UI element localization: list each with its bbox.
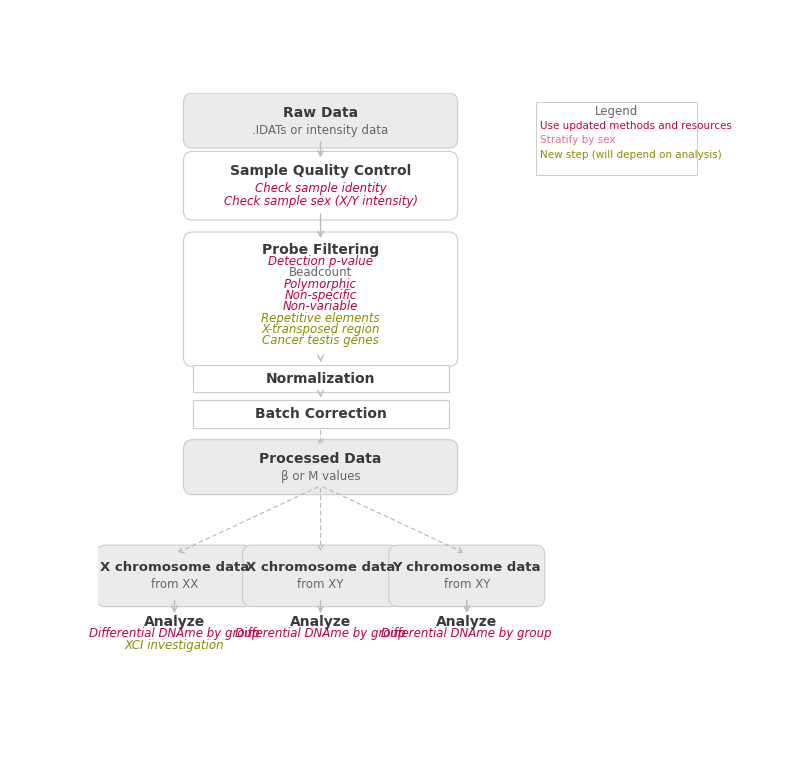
Text: New step (will depend on analysis): New step (will depend on analysis) xyxy=(540,150,722,160)
Text: Analyze: Analyze xyxy=(436,615,498,629)
Text: .IDATs or intensity data: .IDATs or intensity data xyxy=(252,123,389,137)
Text: Differential DNAme by group: Differential DNAme by group xyxy=(89,627,259,640)
FancyBboxPatch shape xyxy=(389,546,545,607)
Text: Polymorphic: Polymorphic xyxy=(284,278,357,290)
Text: Check sample identity: Check sample identity xyxy=(255,182,387,195)
Text: from XX: from XX xyxy=(151,578,198,591)
Text: Differential DNAme by group: Differential DNAme by group xyxy=(381,627,552,640)
Text: Sample Quality Control: Sample Quality Control xyxy=(230,165,411,178)
Text: Use updated methods and resources: Use updated methods and resources xyxy=(540,121,732,131)
FancyBboxPatch shape xyxy=(243,546,399,607)
Text: Raw Data: Raw Data xyxy=(283,106,358,120)
Text: X-transposed region: X-transposed region xyxy=(261,323,380,336)
Text: Non-specific: Non-specific xyxy=(285,289,357,302)
Text: from XY: from XY xyxy=(297,578,343,591)
Text: Probe Filtering: Probe Filtering xyxy=(262,243,379,257)
Text: Legend: Legend xyxy=(595,105,638,118)
Text: Detection p-value: Detection p-value xyxy=(268,255,373,268)
Text: Non-variable: Non-variable xyxy=(283,300,358,314)
Text: X chromosome data: X chromosome data xyxy=(100,561,249,574)
Text: Differential DNAme by group: Differential DNAme by group xyxy=(235,627,406,640)
Text: from XY: from XY xyxy=(443,578,490,591)
Text: Y chromosome data: Y chromosome data xyxy=(392,561,541,574)
Text: Repetitive elements: Repetitive elements xyxy=(261,312,380,324)
Text: X chromosome data: X chromosome data xyxy=(246,561,395,574)
Text: Check sample sex (X/Y intensity): Check sample sex (X/Y intensity) xyxy=(223,195,417,208)
FancyBboxPatch shape xyxy=(184,151,457,220)
Text: Analyze: Analyze xyxy=(290,615,351,629)
Bar xyxy=(535,102,697,175)
Text: Normalization: Normalization xyxy=(266,372,376,386)
Text: Beadcount: Beadcount xyxy=(289,266,352,279)
FancyBboxPatch shape xyxy=(184,440,457,494)
Text: Cancer testis genes: Cancer testis genes xyxy=(263,334,379,348)
Text: XCI investigation: XCI investigation xyxy=(125,639,224,653)
Text: Batch Correction: Batch Correction xyxy=(255,407,387,421)
Bar xyxy=(193,400,449,428)
Bar xyxy=(193,365,449,393)
Text: Analyze: Analyze xyxy=(144,615,205,629)
Text: Stratify by sex: Stratify by sex xyxy=(540,135,615,145)
Text: Processed Data: Processed Data xyxy=(259,452,382,466)
FancyBboxPatch shape xyxy=(97,546,252,607)
FancyBboxPatch shape xyxy=(184,232,457,366)
Text: β or M values: β or M values xyxy=(281,470,361,483)
FancyBboxPatch shape xyxy=(184,93,457,148)
